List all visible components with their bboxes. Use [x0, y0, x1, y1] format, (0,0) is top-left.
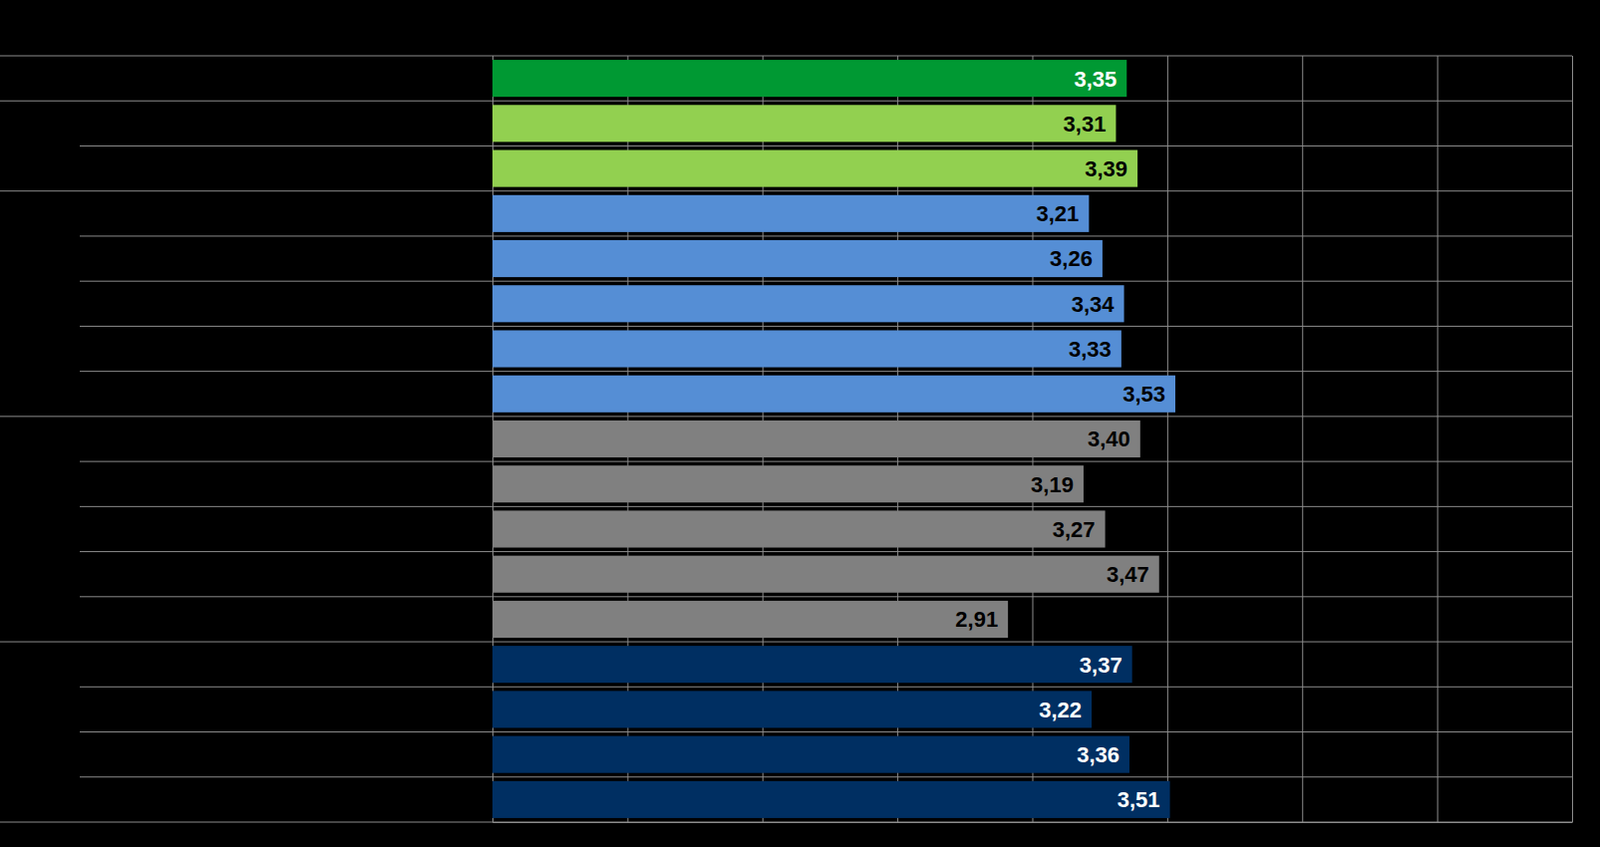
row-line — [79, 370, 1573, 372]
data-label: 3,53 — [1122, 381, 1166, 407]
bar — [492, 420, 1141, 458]
bar — [492, 285, 1125, 322]
grid-line — [1437, 55, 1439, 823]
data-label: 3,39 — [1084, 156, 1128, 182]
row-line — [79, 686, 1573, 688]
tick — [1301, 55, 1303, 823]
row-line — [0, 415, 1573, 417]
chart: 3,35 3,31 3,393,21 3,26 3,34 3,33 3,53 3,40 3,19… — [0, 0, 1600, 847]
data-label: 3,34 — [1071, 292, 1116, 318]
row-line — [79, 461, 1573, 463]
row-line — [79, 596, 1573, 598]
bar — [492, 375, 1176, 413]
data-labels: 3,35 3,31 3,393,21 3,26 3,34 3,33 3,53 3,40 3,19… — [955, 66, 1166, 814]
data-label: 3,37 — [1079, 652, 1123, 678]
bar — [492, 781, 1171, 819]
row-line — [0, 190, 1573, 192]
data-label: 3,22 — [1038, 697, 1082, 723]
row-line — [0, 822, 1573, 824]
data-label: 3,26 — [1049, 246, 1093, 272]
grid-line — [1167, 55, 1169, 823]
data-label: 3,21 — [1036, 201, 1080, 227]
row-line — [79, 235, 1573, 237]
bar — [492, 150, 1138, 188]
data-label: 3,35 — [1073, 66, 1117, 92]
data-label: 3,19 — [1030, 472, 1074, 498]
bar — [492, 240, 1103, 278]
tick — [1437, 55, 1439, 823]
row-line — [0, 55, 1573, 57]
bar — [492, 645, 1133, 683]
bar — [492, 465, 1084, 503]
row-line — [0, 641, 1573, 643]
data-label: 3,33 — [1068, 336, 1112, 362]
row-line — [0, 100, 1573, 102]
grid-line — [1301, 55, 1303, 823]
bars — [492, 59, 1176, 819]
bar — [492, 59, 1127, 97]
bar — [492, 736, 1130, 774]
bar — [492, 329, 1122, 367]
plot: 3,35 3,31 3,393,21 3,26 3,34 3,33 3,53 3,40 3,19… — [492, 55, 1574, 824]
x-axis — [493, 55, 1574, 824]
bar — [492, 195, 1089, 233]
bar — [492, 556, 1160, 594]
tick — [1572, 55, 1574, 823]
row-line — [79, 281, 1573, 283]
bar — [492, 601, 1008, 639]
row-line — [79, 731, 1573, 733]
row-lines — [0, 55, 1573, 823]
row-line — [79, 506, 1573, 508]
data-label: 3,31 — [1063, 111, 1107, 137]
data-label: 3,27 — [1052, 517, 1096, 543]
data-label: 3,47 — [1106, 562, 1150, 588]
row-line — [79, 551, 1573, 553]
bar — [492, 510, 1106, 548]
data-label: 2,91 — [955, 607, 998, 633]
grid-line — [1572, 55, 1574, 823]
data-label: 3,36 — [1076, 742, 1120, 768]
bar — [492, 104, 1116, 142]
row-line — [79, 325, 1573, 327]
row-line — [79, 145, 1573, 147]
tick — [1167, 55, 1169, 823]
background — [0, 0, 1600, 847]
bar — [492, 690, 1092, 728]
data-label: 3,51 — [1117, 787, 1161, 813]
data-label: 3,40 — [1087, 426, 1131, 452]
row-line — [79, 776, 1573, 778]
